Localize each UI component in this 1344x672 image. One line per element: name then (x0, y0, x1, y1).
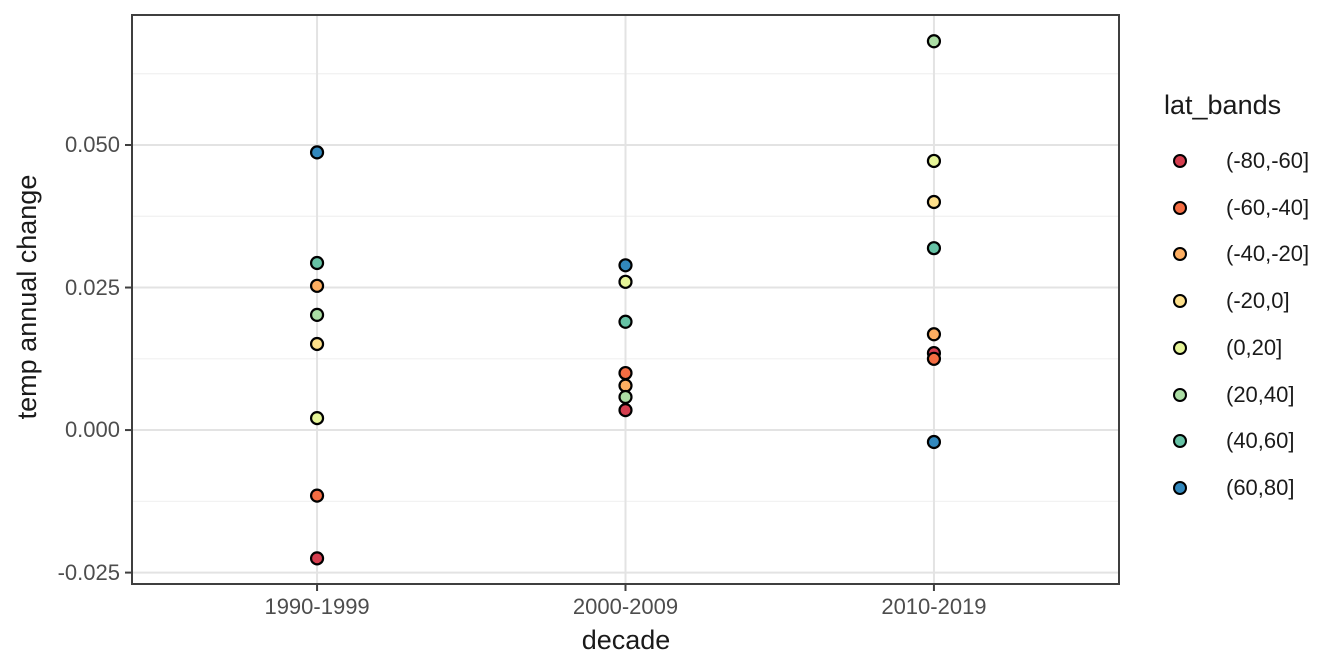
data-point (618, 365, 633, 381)
legend-key-dot (1173, 200, 1187, 215)
legend-label: (0,20] (1226, 334, 1283, 360)
panel-border (131, 14, 1120, 585)
data-point (618, 258, 633, 273)
legend-item: (40,60] (1160, 426, 1344, 456)
legend-item: (-80,-60] (1160, 146, 1344, 176)
data-point (618, 314, 633, 329)
x-tick-label: 2010-2019 (881, 594, 987, 619)
data-point (309, 488, 325, 503)
data-point (926, 327, 942, 342)
y-tick-label: -0.025 (57, 559, 120, 585)
legend-label: (-40,-20] (1226, 241, 1310, 267)
y-tick-label: 0.025 (64, 274, 120, 300)
legend-key-dot (1173, 340, 1187, 355)
legend-label: (-60,-40] (1226, 194, 1310, 220)
legend-item: (0,20] (1160, 333, 1344, 363)
data-point (618, 274, 633, 289)
legend-key-dot (1173, 247, 1187, 262)
legend-label: (-20,0] (1226, 288, 1290, 314)
legend-item: (60,80] (1160, 473, 1344, 503)
data-point (309, 336, 325, 352)
legend-item: (-20,0] (1160, 286, 1344, 316)
legend-item: (20,40] (1160, 380, 1344, 410)
x-tick-label: 2000-2009 (572, 594, 679, 619)
y-tick-label: 0.000 (64, 417, 120, 443)
legend-item: (-60,-40] (1160, 193, 1344, 223)
data-point (926, 34, 942, 49)
data-point (309, 278, 325, 293)
data-point (309, 551, 325, 566)
data-point (926, 153, 942, 169)
data-point (309, 307, 325, 322)
data-point (309, 410, 325, 426)
x-axis-title: decade (581, 625, 671, 655)
legend: lat_bands (-80,-60] (-60,-40] (-40,-20] (-2… (1160, 0, 1344, 672)
legend-label: (60,80] (1226, 474, 1295, 500)
legend-label: (20,40] (1226, 381, 1295, 407)
legend-key-dot (1173, 480, 1187, 495)
legend-key-dot (1173, 154, 1187, 168)
legend-label: (-80,-60] (1226, 148, 1310, 173)
data-point (926, 194, 942, 210)
data-point (926, 241, 942, 256)
x-tick-label: 1990-1999 (264, 594, 370, 619)
data-point (926, 351, 942, 366)
data-point (618, 378, 633, 393)
legend-key-dot (1173, 294, 1187, 309)
data-point (309, 255, 325, 271)
legend-title: lat_bands (1164, 90, 1282, 120)
data-point (618, 389, 633, 405)
data-point (309, 145, 325, 160)
data-point (618, 403, 633, 418)
legend-key-dot (1173, 387, 1187, 402)
legend-label: (40,60] (1226, 428, 1295, 454)
data-point (926, 434, 942, 450)
legend-item: (-40,-20] (1160, 239, 1344, 269)
legend-key-dot (1173, 434, 1187, 449)
y-tick-label: 0.050 (64, 131, 120, 157)
